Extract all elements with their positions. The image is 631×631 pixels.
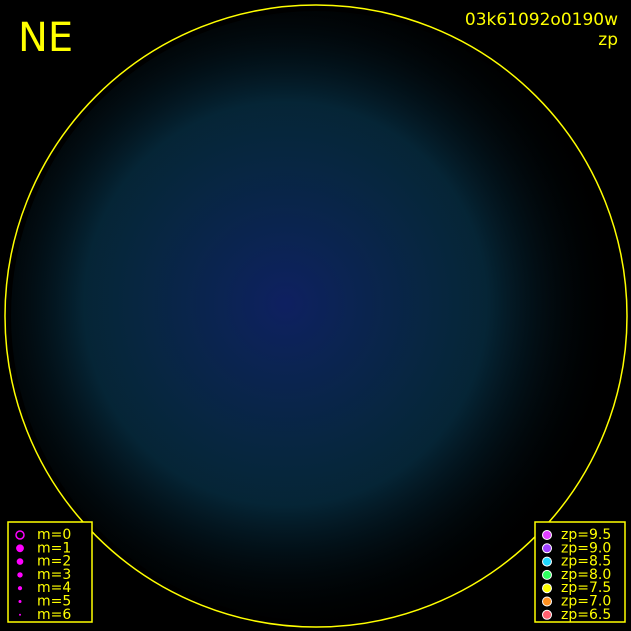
zp-swatch: [542, 530, 552, 540]
zp-label: zp=7.5: [561, 580, 611, 596]
magnitude-symbol: [15, 530, 25, 540]
zp-label: zp=9.5: [561, 527, 611, 543]
magnitude-label: m=6: [37, 607, 71, 623]
magnitude-symbol: [16, 558, 24, 565]
corner-label: NE: [18, 15, 73, 61]
image-id: 03k61092o0190w: [465, 10, 618, 30]
zp-swatch: [542, 609, 552, 620]
magnitude-label: m=2: [37, 554, 71, 570]
zp-label: zp=7.0: [561, 594, 611, 610]
magnitude-label: m=4: [37, 580, 71, 596]
zp-swatch: [542, 596, 552, 607]
zp-label: zp=8.5: [561, 554, 611, 570]
zp-swatch: [542, 556, 552, 567]
magnitude-symbol: [18, 600, 22, 603]
magnitude-symbol: [19, 613, 21, 616]
zp-label: zp=6.5: [561, 607, 611, 623]
magnitude-symbol: [17, 586, 23, 591]
horizon-circle: [4, 4, 628, 628]
magnitude-symbol: [16, 544, 24, 553]
sky-density: [11, 11, 621, 621]
zp-label: zp=9.0: [561, 540, 611, 556]
zp-label: zp=8.0: [561, 567, 611, 583]
magnitude-label: m=1: [37, 540, 71, 556]
zp-swatch: [542, 569, 552, 580]
magnitude-label: m=5: [37, 594, 71, 610]
zp-swatch: [542, 583, 552, 594]
zp-swatch: [542, 543, 552, 554]
mode-label: zp: [598, 30, 618, 50]
magnitude-label: m=0: [37, 527, 71, 543]
magnitude-label: m=3: [37, 567, 71, 583]
magnitude-symbol: [17, 572, 23, 578]
